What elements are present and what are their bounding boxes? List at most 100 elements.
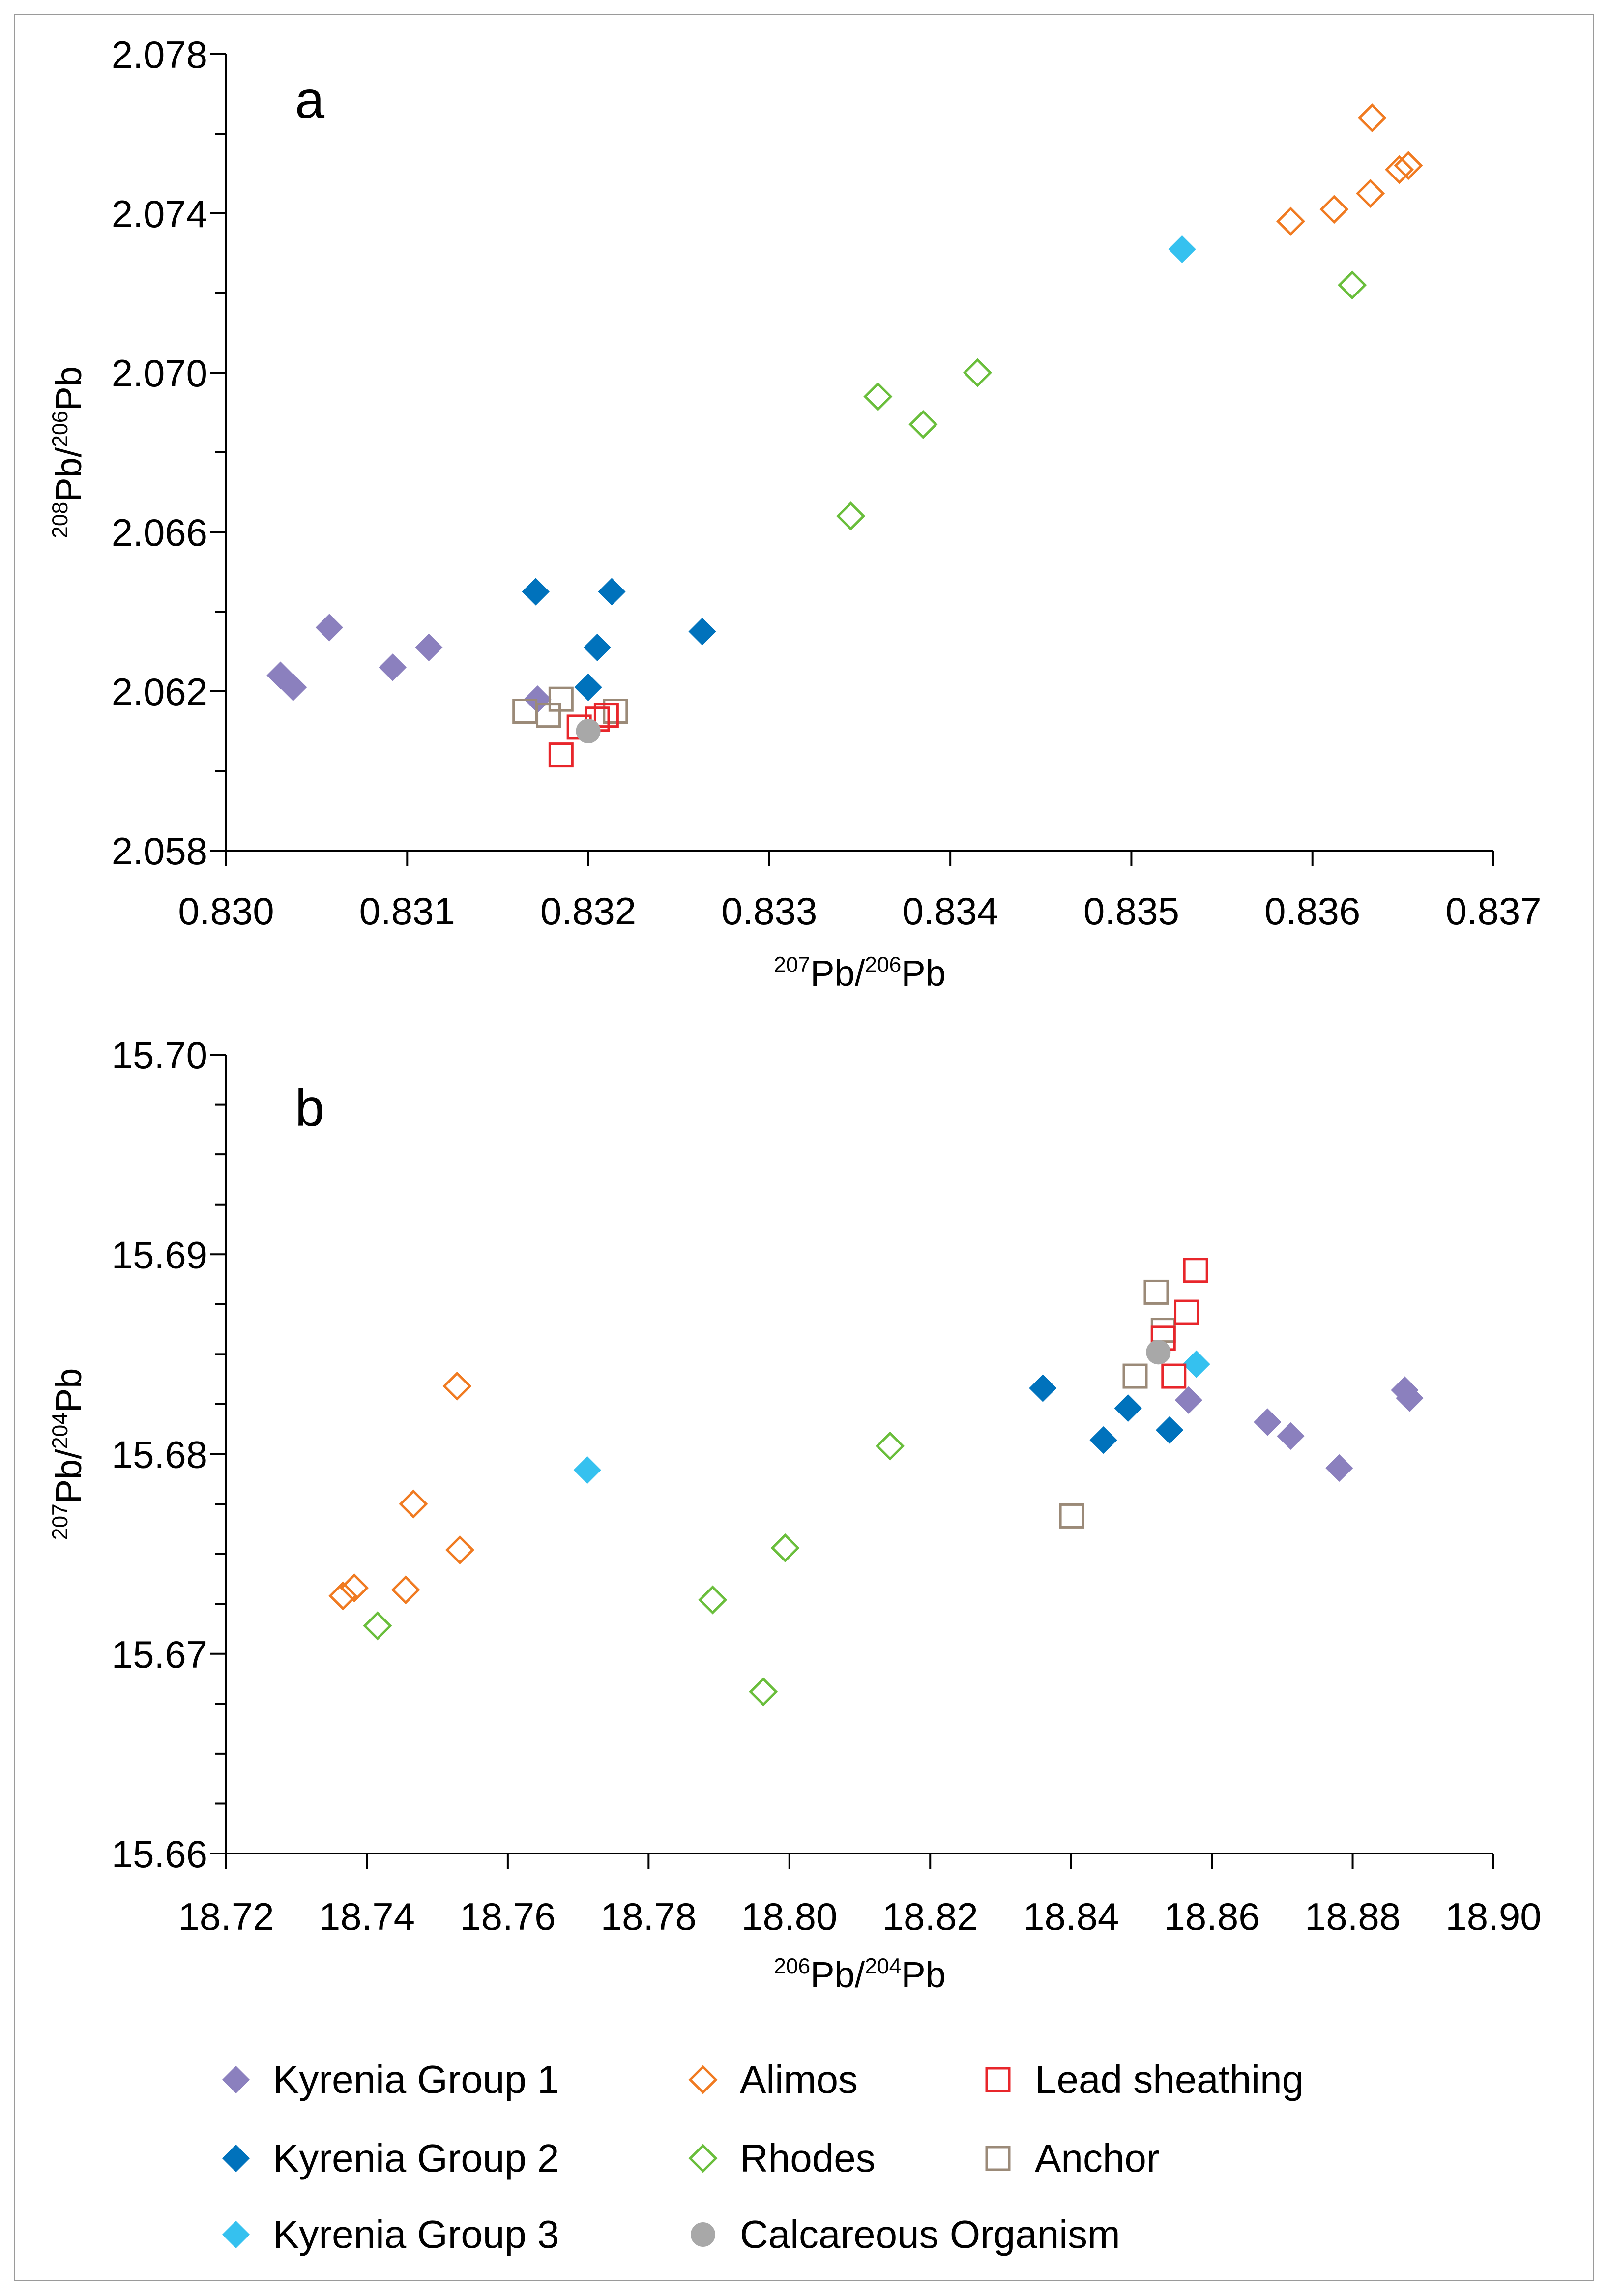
panel-a-x-tick-label: 0.832 bbox=[540, 889, 636, 933]
data-point bbox=[1059, 1503, 1084, 1529]
legend-label: Anchor bbox=[1035, 2136, 1159, 2180]
data-point bbox=[1394, 151, 1423, 180]
legend-label: Kyrenia Group 1 bbox=[273, 2058, 559, 2101]
data-point bbox=[1156, 1416, 1184, 1444]
panel-a-series-calcareous-organism bbox=[576, 719, 601, 743]
panel-b-y-axis-title: 207Pb/204Pb bbox=[48, 1368, 89, 1540]
panel-b-series-calcareous-organism bbox=[1146, 1340, 1171, 1365]
data-point bbox=[1174, 1299, 1199, 1325]
legend-item: Calcareous Organism bbox=[691, 2212, 1120, 2256]
panel-a-series-alimos bbox=[1276, 103, 1423, 236]
panel-a-y-tick-label: 2.078 bbox=[112, 33, 207, 76]
panel-b-x-axis-title: 206Pb/204Pb bbox=[774, 1954, 946, 1995]
data-point bbox=[445, 1535, 475, 1565]
legend-item: Rhodes bbox=[688, 2136, 876, 2180]
legend-marker bbox=[688, 2065, 718, 2094]
legend-item: Kyrenia Group 1 bbox=[222, 2058, 559, 2101]
data-point bbox=[548, 742, 574, 768]
data-point bbox=[583, 633, 612, 662]
panel-a-x-tick-label: 0.836 bbox=[1264, 889, 1360, 933]
data-point bbox=[1357, 103, 1387, 133]
panel-a-y-tick-label: 2.074 bbox=[112, 192, 207, 235]
panel-b-series-kyrenia-group-3 bbox=[573, 1350, 1210, 1484]
data-point bbox=[548, 686, 574, 712]
panel-b-y-tick-label: 15.69 bbox=[112, 1233, 207, 1276]
panel-b-x-tick-label: 18.90 bbox=[1445, 1895, 1541, 1938]
data-point bbox=[328, 1581, 358, 1611]
panel-b-x-tick-label: 18.74 bbox=[319, 1895, 415, 1938]
panel-b-scatter: 15.66 15.67 15.68 15.69 15.70 18.72 18.74 18.76… bbox=[48, 1033, 1542, 1995]
legend-marker bbox=[985, 2146, 1011, 2171]
data-point bbox=[315, 614, 344, 642]
panel-b-x-tick-label: 18.86 bbox=[1164, 1895, 1260, 1938]
data-point bbox=[1168, 235, 1196, 264]
data-point bbox=[863, 382, 893, 412]
legend-marker bbox=[688, 2144, 718, 2173]
panel-b-x-tick-label: 18.76 bbox=[460, 1895, 556, 1938]
legend-label: Kyrenia Group 2 bbox=[273, 2136, 559, 2180]
panel-b-y-tick-label: 15.67 bbox=[112, 1633, 207, 1676]
data-point bbox=[963, 358, 992, 387]
legend-marker bbox=[222, 2144, 250, 2173]
data-point bbox=[1254, 1408, 1282, 1436]
data-point bbox=[1356, 178, 1385, 208]
data-point bbox=[574, 673, 602, 702]
legend-marker bbox=[691, 2222, 715, 2247]
data-point bbox=[279, 673, 307, 702]
data-point bbox=[391, 1575, 420, 1605]
panel-b-series-kyrenia-group-2 bbox=[1029, 1374, 1184, 1454]
panel-a-series-kyrenia-group-1 bbox=[266, 614, 552, 713]
data-point bbox=[1182, 1350, 1210, 1378]
data-point bbox=[1161, 1363, 1187, 1389]
panel-b-y-tick-label: 15.66 bbox=[112, 1832, 207, 1876]
data-point bbox=[1122, 1363, 1148, 1389]
panel-a-x-tick-label: 0.835 bbox=[1083, 889, 1179, 933]
panel-b-series-kyrenia-group-1 bbox=[1174, 1376, 1424, 1482]
panel-b-series-anchor bbox=[1059, 1279, 1176, 1529]
data-point bbox=[576, 719, 601, 743]
data-point bbox=[749, 1677, 778, 1707]
panel-b-series-rhodes bbox=[363, 1431, 905, 1707]
data-point bbox=[1276, 206, 1306, 236]
panel-a-y-axis-title: 208Pb/206Pb bbox=[48, 366, 89, 538]
data-point bbox=[363, 1611, 392, 1641]
panel-a-y-tick-label: 2.070 bbox=[112, 352, 207, 395]
data-point bbox=[1174, 1386, 1202, 1414]
data-point bbox=[1029, 1374, 1057, 1402]
panel-a-x-tick-label: 0.834 bbox=[903, 889, 998, 933]
data-point bbox=[688, 618, 716, 646]
panel-a-y-tick-label: 2.058 bbox=[112, 829, 207, 873]
legend-item: Anchor bbox=[985, 2136, 1159, 2180]
panel-a-y-tick-label: 2.062 bbox=[112, 670, 207, 713]
legend: Kyrenia Group 1 Alimos Lead sheathing Kyren… bbox=[222, 2058, 1304, 2256]
panel-a-x-tick-label: 0.833 bbox=[721, 889, 817, 933]
legend-label: Calcareous Organism bbox=[740, 2212, 1120, 2256]
legend-label: Kyrenia Group 3 bbox=[273, 2212, 559, 2256]
data-point bbox=[1183, 1258, 1208, 1283]
panel-a-y-tick-label: 2.066 bbox=[112, 511, 207, 554]
data-point bbox=[698, 1585, 728, 1615]
data-point bbox=[1089, 1426, 1117, 1454]
data-point bbox=[1384, 155, 1414, 184]
panel-a-scatter: 2.058 2.062 2.066 2.070 2.074 2.078 0.830 0.831… bbox=[48, 33, 1542, 994]
panel-b-x-tick-label: 18.78 bbox=[601, 1895, 697, 1938]
data-point bbox=[1325, 1454, 1353, 1482]
data-point bbox=[340, 1573, 369, 1603]
data-point bbox=[1150, 1318, 1176, 1343]
panel-b-series-alimos bbox=[328, 1371, 475, 1611]
legend-label: Alimos bbox=[740, 2058, 858, 2101]
data-point bbox=[1143, 1279, 1169, 1305]
data-point bbox=[908, 410, 938, 439]
figure-frame bbox=[14, 14, 1594, 2281]
panel-a-x-tick-label: 0.831 bbox=[359, 889, 455, 933]
panel-a-series-kyrenia-group-3 bbox=[1168, 235, 1196, 264]
data-point bbox=[1114, 1394, 1142, 1422]
legend-item: Kyrenia Group 3 bbox=[222, 2212, 559, 2256]
data-point bbox=[573, 1456, 601, 1484]
panel-a-label: a bbox=[295, 70, 325, 129]
legend-marker bbox=[222, 2065, 250, 2094]
legend-item: Lead sheathing bbox=[985, 2058, 1304, 2101]
data-point bbox=[536, 703, 561, 728]
legend-label: Rhodes bbox=[740, 2136, 876, 2180]
